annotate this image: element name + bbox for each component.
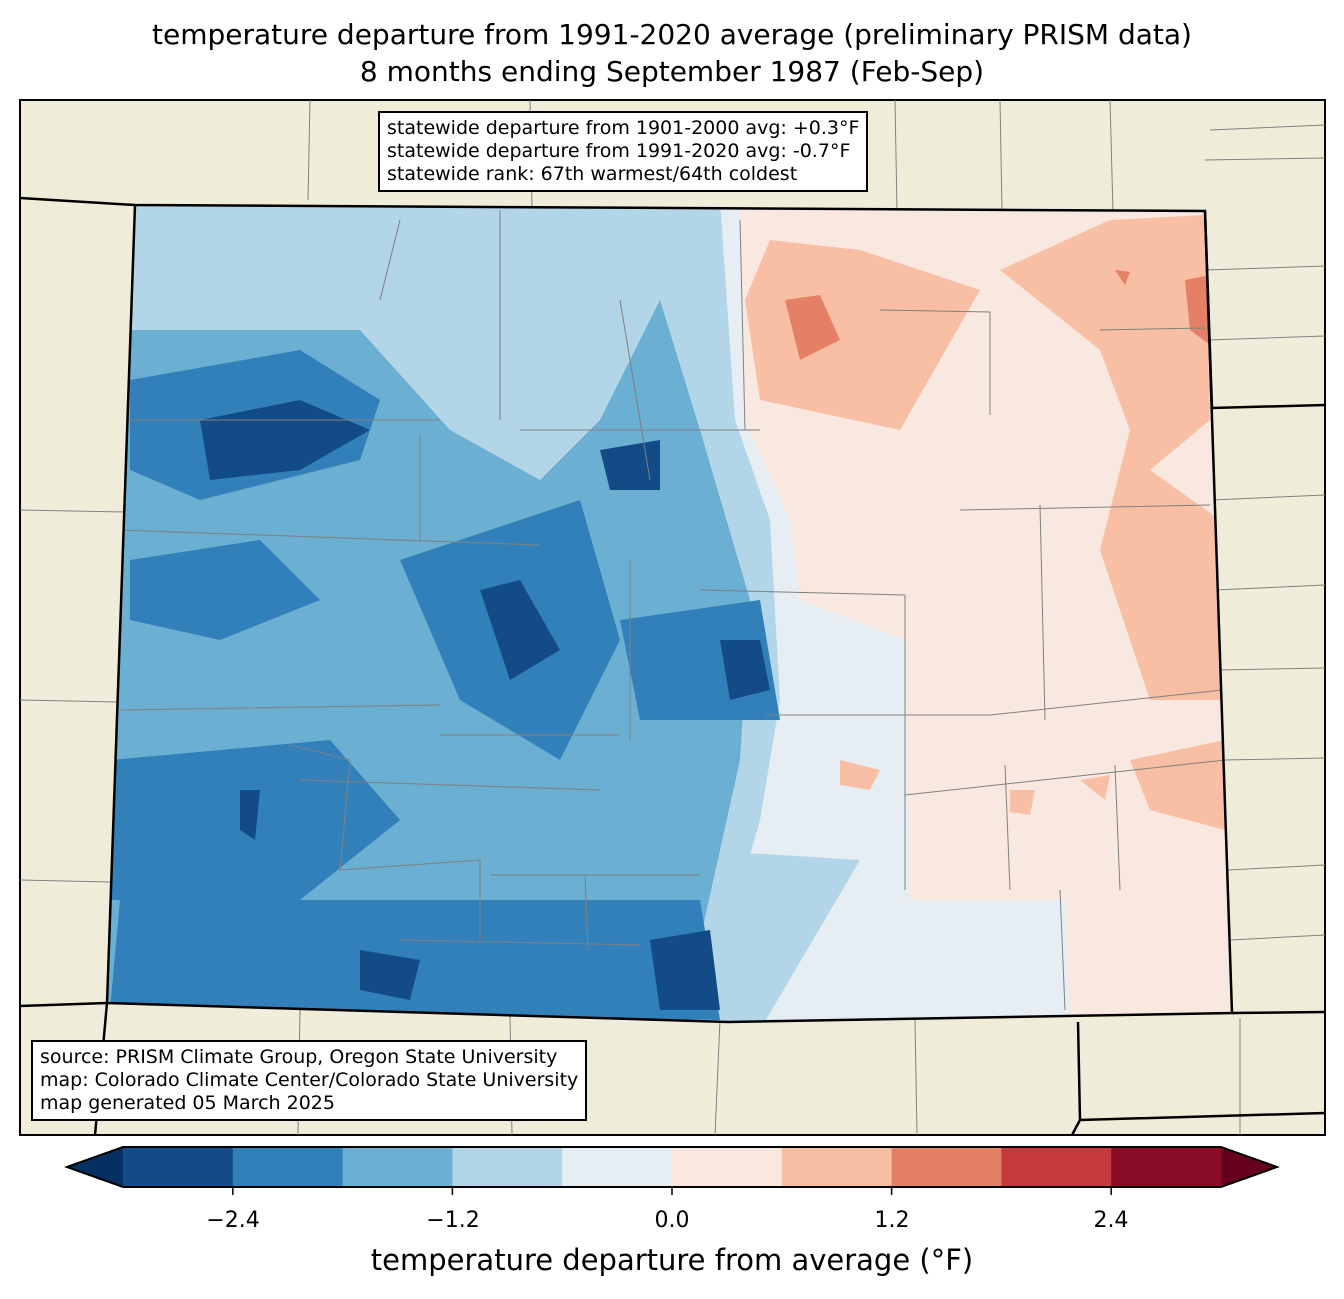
colorbar-bin xyxy=(452,1147,563,1187)
credits-line3: map generated 05 March 2025 xyxy=(40,1092,335,1114)
colorbar-bin xyxy=(1111,1147,1222,1187)
colorbar-bin xyxy=(123,1147,234,1187)
colorbar-tick-label: 1.2 xyxy=(874,1208,910,1233)
colorbar-bin xyxy=(891,1147,1002,1187)
colorbar-bin xyxy=(1001,1147,1112,1187)
colorbar-over-arrow xyxy=(1221,1147,1277,1187)
colorbar-outline xyxy=(64,1146,1280,1188)
colorbar-tick-label: −1.2 xyxy=(426,1208,480,1233)
colorbar xyxy=(64,1146,1280,1195)
stats-line2: statewide departure from 1991-2020 avg: … xyxy=(387,140,851,162)
statewide-stats-box: statewide departure from 1901-2000 avg: … xyxy=(378,111,869,192)
credits-line2: map: Colorado Climate Center/Colorado St… xyxy=(40,1069,579,1091)
colorbar-bin xyxy=(781,1147,893,1187)
credits-line1: source: PRISM Climate Group, Oregon Stat… xyxy=(40,1046,558,1068)
colorbar-under-arrow xyxy=(67,1147,123,1187)
colorbar-bin xyxy=(672,1147,783,1187)
colorbar-bin xyxy=(342,1147,453,1187)
temperature-field xyxy=(107,205,1232,1022)
title-line2: 8 months ending September 1987 (Feb-Sep) xyxy=(359,55,985,88)
colorbar-tick-label: 0.0 xyxy=(654,1208,690,1233)
title-line1: temperature departure from 1991-2020 ave… xyxy=(152,18,1192,51)
colorbar-label: temperature departure from average (°F) xyxy=(370,1243,974,1277)
stats-line3: statewide rank: 67th warmest/64th coldes… xyxy=(387,163,798,185)
stats-line1: statewide departure from 1901-2000 avg: … xyxy=(387,117,860,139)
colorbar-bin xyxy=(232,1147,344,1187)
colorbar-tick-label: 2.4 xyxy=(1093,1208,1129,1233)
colorbar-bin xyxy=(562,1147,673,1187)
colorbar-tick-label: −2.4 xyxy=(206,1208,260,1233)
county-lines xyxy=(119,210,1226,1011)
credits-box: source: PRISM Climate Group, Oregon Stat… xyxy=(31,1040,588,1121)
